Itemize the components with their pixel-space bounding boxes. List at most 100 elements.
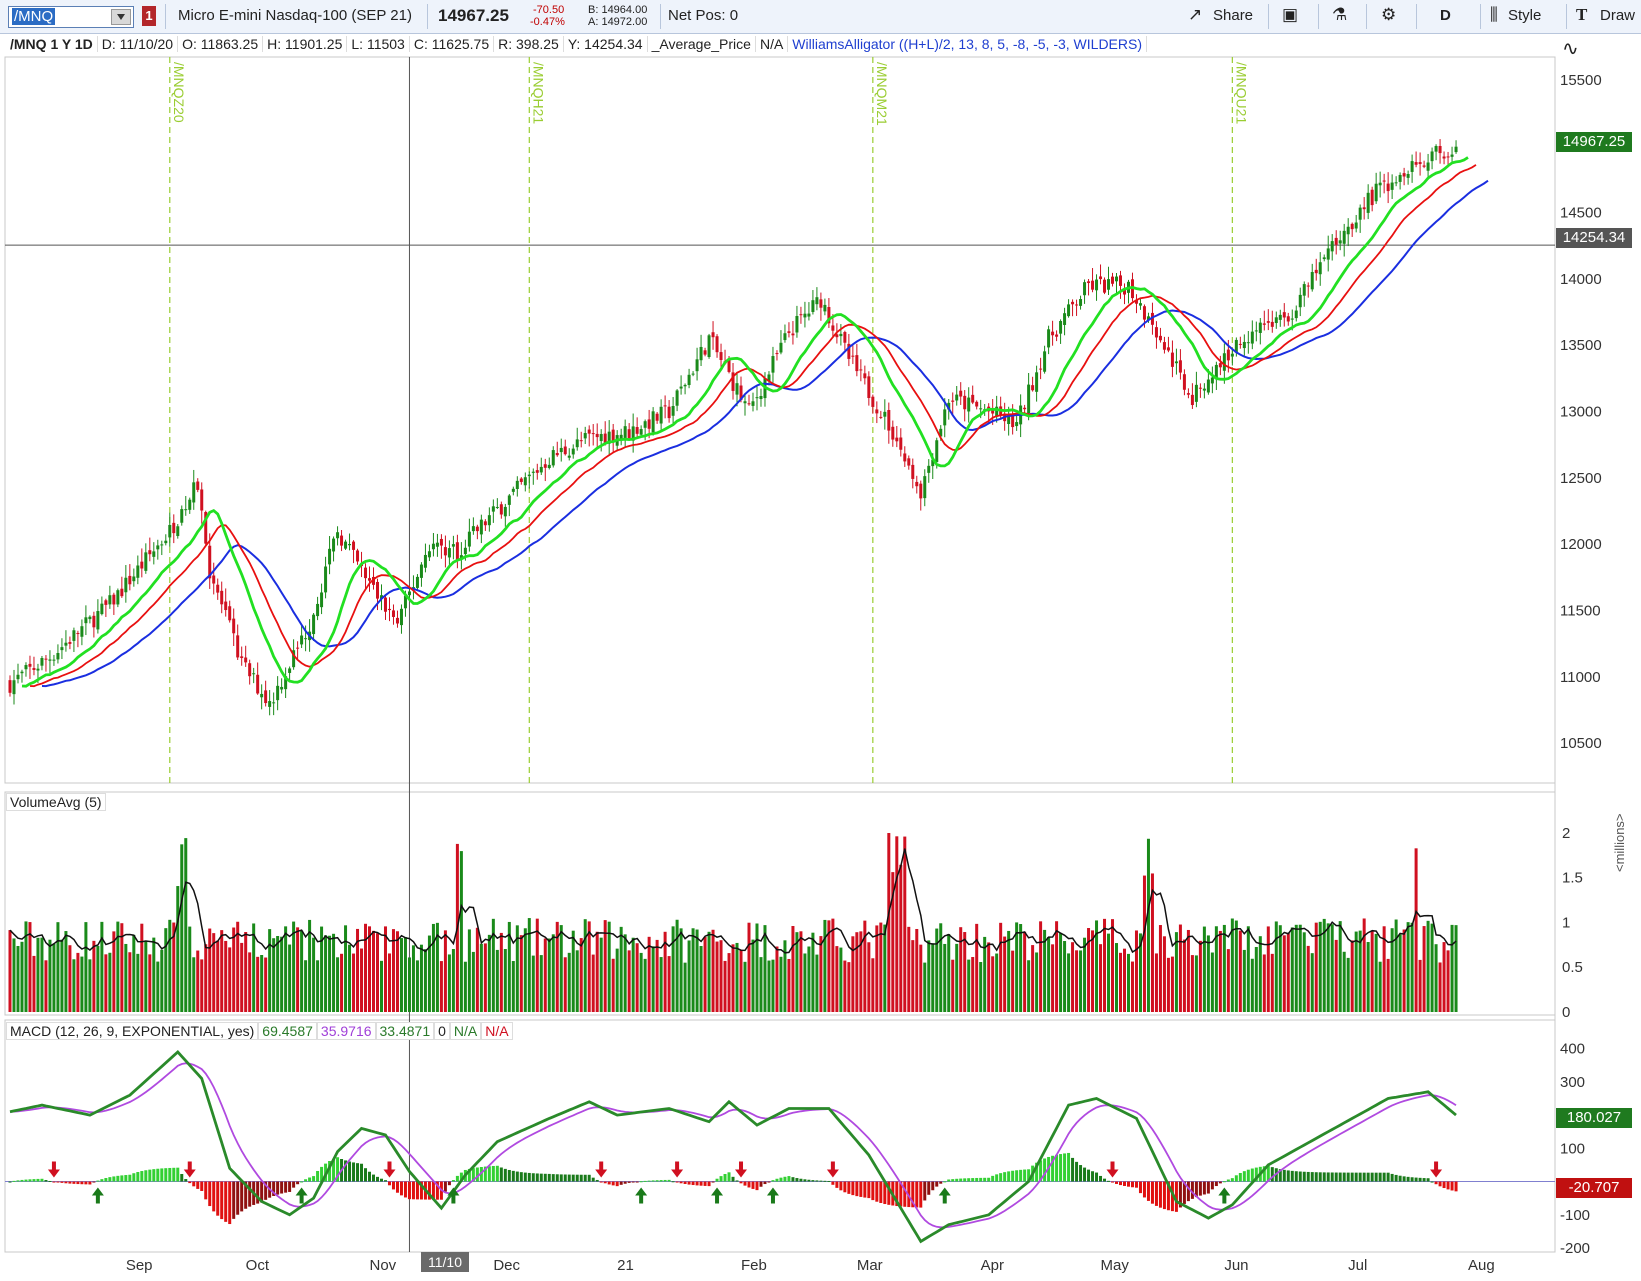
volume-bar <box>1342 951 1346 1012</box>
volume-bar <box>248 952 252 1012</box>
macd-histogram-bar <box>435 1181 439 1200</box>
candle-body <box>691 373 695 375</box>
macd-histogram-bar <box>256 1181 260 1204</box>
volume-bar <box>859 931 863 1012</box>
candle-body <box>256 674 260 694</box>
candle-body <box>491 506 495 512</box>
volume-bar <box>935 928 939 1012</box>
macd-histogram-bar <box>975 1177 979 1182</box>
candle-body <box>68 642 72 644</box>
text-tool-icon[interactable]: T <box>1576 5 1588 24</box>
candle-body <box>1438 145 1442 154</box>
macd-histogram-bar <box>1206 1181 1210 1194</box>
volume-study-label[interactable]: VolumeAvg (5) <box>6 793 106 811</box>
candle-body <box>1118 275 1122 286</box>
candle-body <box>36 668 40 671</box>
volume-bar <box>475 927 479 1012</box>
volume-bar <box>507 921 511 1012</box>
calendar-icon[interactable]: ▣ <box>1282 5 1299 24</box>
volume-bar <box>1198 940 1202 1012</box>
expiration-label: /MNQM21 <box>874 62 890 126</box>
macd-histogram-bar <box>92 1181 96 1183</box>
candle-body <box>252 673 256 675</box>
draw-button[interactable]: Draw <box>1600 7 1636 24</box>
volume-bar <box>1027 960 1031 1012</box>
macd-histogram-bar <box>1314 1172 1318 1182</box>
candle-body <box>1450 154 1454 157</box>
alligator-study-label[interactable]: WilliamsAlligator ((H+L)/2, 13, 8, 5, -8… <box>788 36 1147 52</box>
macd-histogram-bar <box>675 1181 679 1183</box>
volume-bar <box>1186 929 1190 1012</box>
volume-bar <box>164 928 168 1012</box>
chevron-down-icon[interactable] <box>111 9 131 25</box>
gear-icon[interactable]: ⚙ <box>1381 5 1397 24</box>
candle-body <box>651 411 655 433</box>
header-low: L: 11503 <box>347 36 410 52</box>
volume-unit-label: <millions> <box>1612 813 1627 872</box>
macd-histogram-bar <box>280 1181 284 1194</box>
volume-bar <box>547 938 551 1012</box>
candle-body <box>132 576 136 582</box>
macd-histogram-bar <box>731 1176 735 1182</box>
macd-histogram-bar <box>196 1181 200 1189</box>
macd-histogram-bar <box>236 1181 240 1215</box>
volume-bar <box>28 922 32 1012</box>
volume-bar <box>1314 922 1318 1012</box>
candle-body <box>88 616 92 620</box>
candle-body <box>1230 353 1234 357</box>
volume-bar <box>244 932 248 1012</box>
symbol-input[interactable]: /MNQ <box>8 6 134 28</box>
volume-bar <box>184 838 188 1012</box>
aggregation-button[interactable]: D <box>1440 7 1451 24</box>
macd-histogram-bar <box>1174 1181 1178 1212</box>
macd-histogram-bar <box>1222 1181 1226 1183</box>
candle-body <box>1350 223 1354 230</box>
symbol-period[interactable]: /MNQ 1 Y 1D <box>6 36 98 52</box>
candle-body <box>591 433 595 435</box>
volume-tick-label: 0 <box>1562 1004 1570 1021</box>
macd-histogram-bar <box>1202 1181 1206 1195</box>
candle-body <box>475 526 479 532</box>
volume-bar <box>296 927 300 1012</box>
expand-icon[interactable]: ∿ <box>1562 38 1579 60</box>
macd-histogram-bar <box>1422 1178 1426 1182</box>
candle-body <box>387 608 391 611</box>
candle-body <box>1011 415 1015 428</box>
macd-histogram-bar <box>543 1173 547 1182</box>
macd-value: 69.4587 <box>258 1022 317 1040</box>
flask-icon[interactable]: ⚗ <box>1332 5 1348 24</box>
share-icon[interactable]: ↗ <box>1188 5 1203 24</box>
month-label: Oct <box>246 1257 270 1274</box>
volume-bar <box>76 952 80 1012</box>
macd-histogram-bar <box>1194 1181 1198 1198</box>
header-avg-price[interactable]: _Average_Price <box>648 36 756 52</box>
share-button[interactable]: Share <box>1213 7 1254 24</box>
volume-bar <box>332 933 336 1012</box>
volume-bar <box>1007 930 1011 1012</box>
candle-body <box>1314 269 1318 274</box>
macd-histogram-bar <box>1270 1167 1274 1182</box>
macd-histogram-bar <box>611 1181 615 1186</box>
macd-study-label[interactable]: MACD (12, 26, 9, EXPONENTIAL, yes) <box>6 1022 259 1040</box>
macd-histogram-bar <box>240 1181 244 1212</box>
candlestick-icon[interactable]: ⫼ <box>1490 5 1498 24</box>
macd-tick-label: -200 <box>1560 1240 1590 1257</box>
volume-bar <box>272 938 276 1012</box>
candle-body <box>100 603 104 615</box>
style-button[interactable]: Style <box>1508 7 1542 24</box>
volume-bar <box>48 939 52 1012</box>
macd-histogram-bar <box>292 1181 296 1188</box>
volume-bar <box>8 930 12 1012</box>
volume-bar <box>391 929 395 1012</box>
link-group-badge[interactable]: 1 <box>142 6 156 26</box>
candle-body <box>543 464 547 468</box>
macd-histogram-bar <box>451 1180 455 1182</box>
candle-body <box>607 431 611 444</box>
candle-body <box>463 547 467 555</box>
candle-body <box>1107 279 1111 290</box>
candle-body <box>1023 407 1027 410</box>
macd-histogram-bar <box>783 1176 787 1182</box>
macd-histogram-bar <box>671 1181 675 1183</box>
macd-histogram-bar <box>1230 1178 1234 1182</box>
